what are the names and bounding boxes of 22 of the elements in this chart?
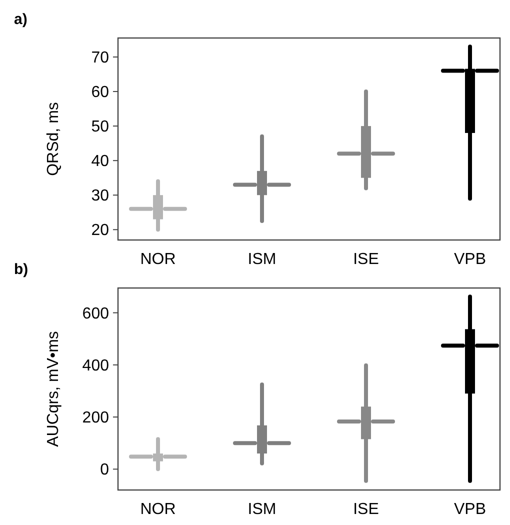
x-tick-label: VPB xyxy=(454,501,486,518)
chart-title: a) xyxy=(14,11,28,28)
y-tick-label: 50 xyxy=(91,118,110,136)
y-tick-label: 400 xyxy=(82,357,110,374)
y-tick-label: 0 xyxy=(100,462,110,479)
chart-title: b) xyxy=(14,261,28,278)
y-axis-title: AUCqrs, mV•ms xyxy=(45,331,62,447)
x-tick-label: ISE xyxy=(353,251,379,268)
x-tick-label: ISE xyxy=(353,501,379,518)
y-tick-label: 30 xyxy=(91,188,110,205)
x-tick-label: VPB xyxy=(454,251,486,268)
x-tick-label: ISM xyxy=(248,501,276,518)
x-tick-label: NOR xyxy=(140,501,176,518)
y-tick-label: 40 xyxy=(91,153,110,170)
y-axis-title: QRSd, ms xyxy=(45,102,62,176)
y-tick-label: 20 xyxy=(91,222,110,240)
x-tick-label: ISM xyxy=(248,251,276,268)
y-tick-label: 600 xyxy=(82,305,110,322)
y-tick-label: 70 xyxy=(91,50,110,67)
y-tick-label: 60 xyxy=(91,84,110,102)
x-tick-label: NOR xyxy=(140,251,176,268)
y-tick-label: 200 xyxy=(82,410,110,427)
